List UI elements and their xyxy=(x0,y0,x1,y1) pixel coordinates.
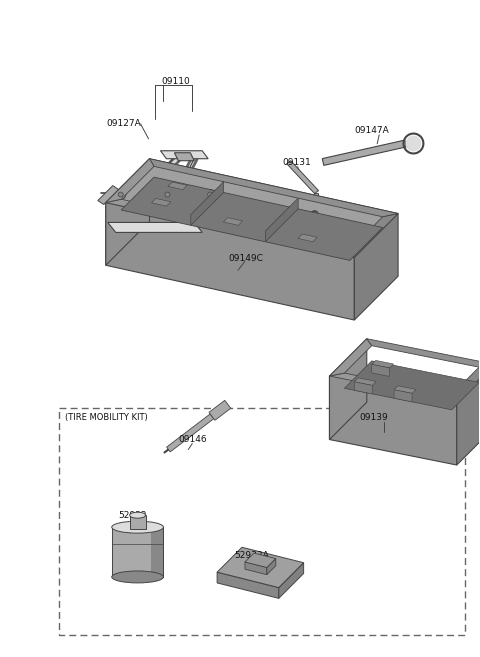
Polygon shape xyxy=(367,339,480,367)
Text: 52933A: 52933A xyxy=(234,551,269,560)
Bar xyxy=(151,527,164,577)
Text: 09149C: 09149C xyxy=(228,254,263,263)
Polygon shape xyxy=(152,198,171,206)
Polygon shape xyxy=(245,562,267,575)
Polygon shape xyxy=(160,150,208,159)
Polygon shape xyxy=(322,140,406,166)
Polygon shape xyxy=(106,159,398,258)
Ellipse shape xyxy=(162,190,172,200)
Polygon shape xyxy=(354,214,398,320)
Text: 09147A: 09147A xyxy=(354,126,389,135)
Polygon shape xyxy=(344,361,479,410)
Polygon shape xyxy=(329,376,457,465)
Polygon shape xyxy=(329,339,367,440)
Bar xyxy=(130,515,145,529)
Text: 09139: 09139 xyxy=(360,413,389,422)
Text: 09516: 09516 xyxy=(329,204,358,213)
Polygon shape xyxy=(217,547,304,587)
Polygon shape xyxy=(298,234,317,242)
Ellipse shape xyxy=(130,512,145,518)
Polygon shape xyxy=(265,198,298,242)
Ellipse shape xyxy=(118,192,123,197)
Ellipse shape xyxy=(406,135,421,152)
Polygon shape xyxy=(279,562,304,599)
Ellipse shape xyxy=(205,190,215,200)
Polygon shape xyxy=(121,177,383,260)
Polygon shape xyxy=(354,382,372,394)
Polygon shape xyxy=(287,161,319,194)
Polygon shape xyxy=(354,378,376,386)
Polygon shape xyxy=(329,373,457,401)
Polygon shape xyxy=(106,202,354,320)
Polygon shape xyxy=(223,217,242,225)
Polygon shape xyxy=(372,361,394,368)
Polygon shape xyxy=(174,152,194,161)
Polygon shape xyxy=(106,159,154,202)
Polygon shape xyxy=(372,365,390,376)
Polygon shape xyxy=(167,414,214,452)
Polygon shape xyxy=(312,194,319,212)
Ellipse shape xyxy=(116,190,126,200)
Text: 09131: 09131 xyxy=(283,158,312,167)
Bar xyxy=(59,407,465,635)
Polygon shape xyxy=(168,182,187,190)
Polygon shape xyxy=(191,182,224,225)
Polygon shape xyxy=(106,159,150,265)
Bar xyxy=(112,527,164,577)
Text: 09110: 09110 xyxy=(161,77,190,85)
Ellipse shape xyxy=(165,192,170,197)
Polygon shape xyxy=(267,558,276,575)
Polygon shape xyxy=(329,339,372,376)
Polygon shape xyxy=(98,186,119,204)
Text: 09146: 09146 xyxy=(178,435,206,444)
Polygon shape xyxy=(350,214,398,258)
Polygon shape xyxy=(108,223,202,233)
Polygon shape xyxy=(150,159,398,217)
Ellipse shape xyxy=(112,571,164,583)
Polygon shape xyxy=(394,386,416,394)
Polygon shape xyxy=(217,572,279,599)
Polygon shape xyxy=(394,390,412,402)
Text: (TIRE MOBILITY KIT): (TIRE MOBILITY KIT) xyxy=(65,413,148,422)
Ellipse shape xyxy=(208,192,213,197)
Polygon shape xyxy=(457,364,480,465)
Polygon shape xyxy=(328,215,380,230)
Polygon shape xyxy=(452,364,480,401)
Polygon shape xyxy=(106,199,354,258)
Polygon shape xyxy=(209,400,231,420)
Text: 52932: 52932 xyxy=(119,510,147,520)
Ellipse shape xyxy=(112,521,164,533)
Text: 09127A: 09127A xyxy=(107,120,142,128)
Polygon shape xyxy=(245,553,276,568)
